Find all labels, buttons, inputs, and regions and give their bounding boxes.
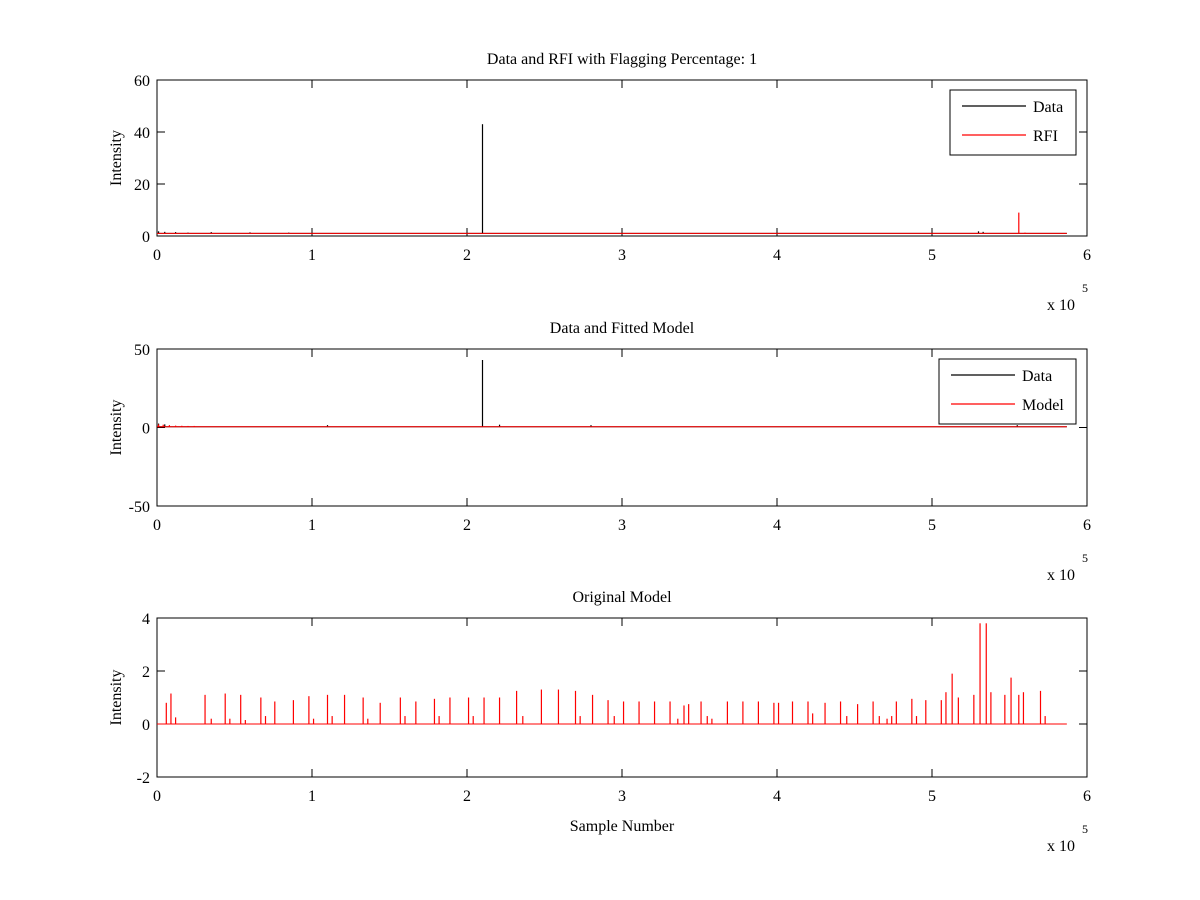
- x-tick-label: 0: [153, 788, 161, 805]
- x-multiplier-label: x 10: [1047, 297, 1075, 314]
- x-tick-label: 4: [773, 788, 781, 805]
- y-tick-label: 0: [142, 421, 150, 438]
- x-tick-label: 4: [773, 247, 781, 264]
- x-tick-label: 4: [773, 517, 781, 534]
- y-tick-label: -2: [137, 770, 150, 787]
- x-multiplier-label: x 10: [1047, 567, 1075, 584]
- subplot-3: Original Model Intensity Sample Number 0 1 2 3…: [108, 589, 1091, 855]
- series-rfi: [157, 212, 1067, 234]
- x-tick-label: 3: [618, 517, 626, 534]
- subplot-2: Data and Fitted Model Intensity 0 1 2 3 4 5 6 x 1…: [108, 320, 1091, 584]
- y-axis-label: Intensity: [108, 670, 125, 726]
- legend-box: [938, 358, 1077, 425]
- x-tick-label: 6: [1083, 247, 1091, 264]
- axes-box: [156, 348, 1088, 507]
- legend: Data Model: [938, 358, 1077, 425]
- x-tick-label: 3: [618, 788, 626, 805]
- y-tick-label: 0: [142, 717, 150, 734]
- plot-area: [157, 623, 1067, 725]
- x-tick-label: 0: [153, 517, 161, 534]
- subplot-1: Data and RFI with Flagging Percentage: 1…: [108, 51, 1091, 314]
- y-tick-label: 2: [142, 664, 150, 681]
- x-multiplier-exponent: 5: [1082, 822, 1088, 836]
- x-tick-label: 1: [308, 247, 316, 264]
- chart-title: Original Model: [572, 589, 672, 606]
- x-tick-label: 0: [153, 247, 161, 264]
- series-model: [157, 623, 1067, 725]
- y-tick-label: 60: [134, 73, 150, 90]
- series-model: [157, 424, 1067, 428]
- x-tick-label: 6: [1083, 517, 1091, 534]
- legend: Data RFI: [949, 89, 1077, 156]
- legend-entry: Data: [1022, 368, 1052, 385]
- y-tick-label: -50: [129, 499, 150, 516]
- x-tick-label: 2: [463, 788, 471, 805]
- x-tick-label: 2: [463, 517, 471, 534]
- y-tick-label: 0: [142, 229, 150, 246]
- x-tick-label: 5: [928, 247, 936, 264]
- chart-title: Data and RFI with Flagging Percentage: 1: [487, 51, 757, 68]
- x-tick-label: 5: [928, 517, 936, 534]
- x-tick-label: 3: [618, 247, 626, 264]
- x-tick-label: 1: [308, 517, 316, 534]
- axes-box: [156, 79, 1088, 237]
- plot-area: [157, 359, 1067, 428]
- y-axis-label: Intensity: [108, 130, 125, 186]
- x-axis-label: Sample Number: [570, 818, 675, 835]
- legend-entry: Data: [1033, 99, 1063, 116]
- y-tick-label: 50: [134, 342, 150, 359]
- y-axis-label: Intensity: [108, 400, 125, 456]
- x-multiplier-exponent: 5: [1082, 551, 1088, 565]
- legend-entry: Model: [1022, 397, 1064, 414]
- legend-box: [949, 89, 1077, 156]
- x-tick-label: 2: [463, 247, 471, 264]
- y-tick-label: 20: [134, 177, 150, 194]
- chart-title: Data and Fitted Model: [550, 320, 695, 337]
- x-tick-label: 1: [308, 788, 316, 805]
- x-multiplier-label: x 10: [1047, 838, 1075, 855]
- x-multiplier-exponent: 5: [1082, 281, 1088, 295]
- axes-box: [156, 617, 1088, 778]
- plot-area: [157, 124, 1067, 234]
- legend-entry: RFI: [1033, 128, 1058, 145]
- y-tick-label: 40: [134, 125, 150, 142]
- x-tick-label: 5: [928, 788, 936, 805]
- x-tick-label: 6: [1083, 788, 1091, 805]
- y-tick-label: 4: [142, 611, 150, 628]
